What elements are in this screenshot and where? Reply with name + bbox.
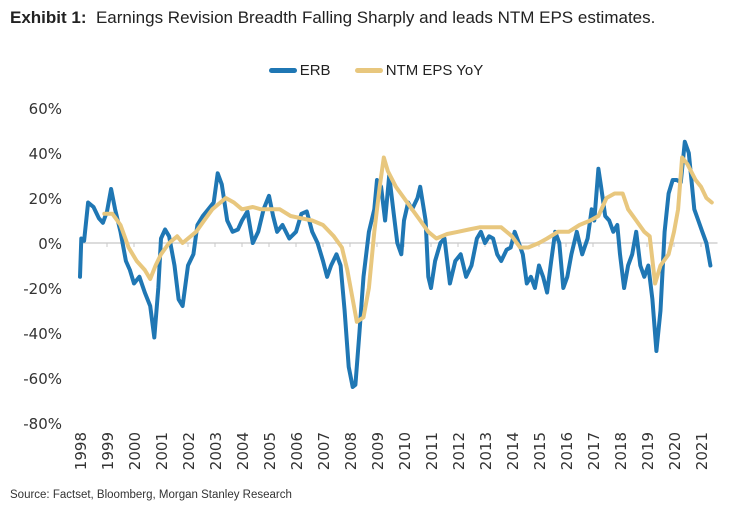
exhibit-label: Exhibit 1: [10, 8, 87, 27]
y-tick-label: -20% [23, 280, 62, 298]
legend-label-erb: ERB [299, 62, 331, 79]
x-tick-label: 2018 [612, 432, 630, 470]
y-tick-label: 40% [29, 145, 62, 163]
legend-label-ntm-eps: NTM EPS YoY [385, 62, 484, 79]
x-tick-label: 2000 [126, 432, 144, 470]
x-tick-label: 2017 [585, 432, 603, 470]
chart-title: Exhibit 1: Earnings Revision Breadth Fal… [10, 8, 655, 28]
series-line-ntm-eps-yoy [102, 155, 714, 324]
x-tick-label: 2006 [288, 432, 306, 470]
x-tick-label: 1998 [72, 432, 90, 470]
x-tick-label: 2015 [531, 432, 549, 470]
y-tick-label: 20% [29, 190, 62, 208]
x-tick-label: 2008 [342, 432, 360, 470]
x-tick-label: 2009 [369, 432, 387, 470]
x-tick-label: 2004 [234, 432, 252, 470]
series-line-erb [78, 139, 713, 389]
x-tick-label: 2021 [693, 432, 711, 470]
y-tick-label: -40% [23, 325, 62, 343]
title-text: Earnings Revision Breadth Falling Sharpl… [95, 8, 656, 27]
x-tick-label: 2003 [207, 432, 225, 470]
y-tick-label: -60% [23, 370, 62, 388]
x-tick-label: 2012 [450, 432, 468, 470]
x-tick-label: 2007 [315, 432, 333, 470]
x-tick-label: 2001 [153, 432, 171, 470]
legend-item-ntm-eps: NTM EPS YoY [354, 62, 484, 79]
x-tick-label: 2005 [261, 432, 279, 470]
source-note: Source: Factset, Bloomberg, Morgan Stanl… [10, 489, 292, 501]
legend-swatch-ntm-eps [354, 68, 383, 73]
legend-item-erb: ERB [268, 62, 331, 79]
x-tick-label: 2010 [396, 432, 414, 470]
y-tick-label: -80% [23, 415, 62, 433]
x-tick-label: 2016 [558, 432, 576, 470]
x-tick-label: 2014 [504, 432, 522, 470]
legend-swatch-erb [268, 68, 297, 73]
y-tick-label: 0% [38, 235, 62, 253]
y-tick-label: 60% [29, 100, 62, 118]
x-tick-label: 2013 [477, 432, 495, 470]
x-tick-label: 2020 [666, 432, 684, 470]
x-tick-label: 2019 [639, 432, 657, 470]
x-tick-label: 1999 [99, 432, 117, 470]
legend: ERB NTM EPS YoY [0, 60, 752, 79]
x-tick-label: 2002 [180, 432, 198, 470]
x-tick-label: 2011 [423, 432, 441, 470]
